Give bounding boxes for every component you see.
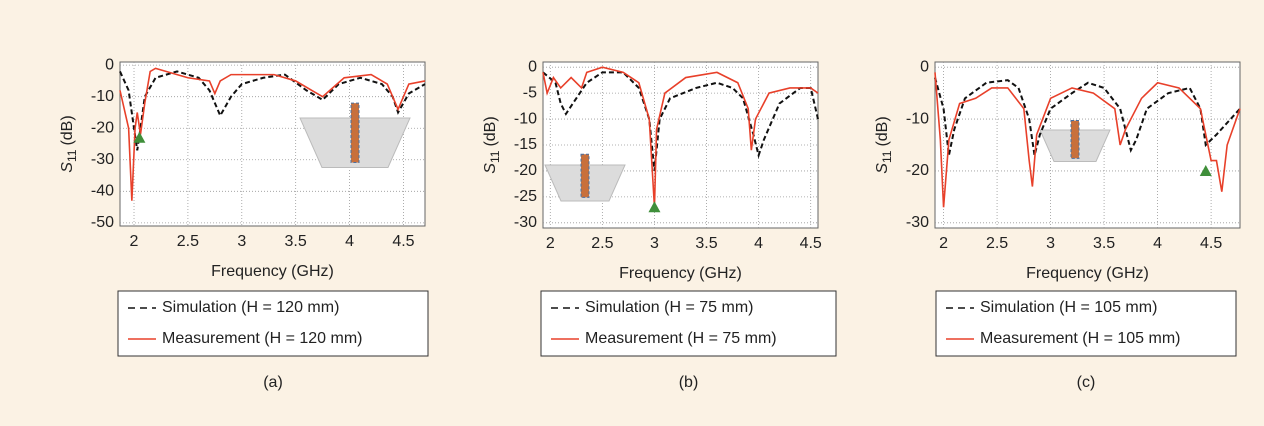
inset-antenna	[351, 103, 359, 162]
y-label-symbol: S	[874, 163, 891, 174]
y-tick-label: -15	[514, 136, 537, 153]
y-tick-label: -20	[91, 119, 114, 136]
y-tick-label: -25	[514, 188, 537, 205]
y-tick-label: -20	[514, 162, 537, 179]
y-tick-label: 0	[920, 58, 929, 75]
y-tick-label: -50	[91, 214, 114, 231]
y-label-symbol: S	[482, 163, 499, 174]
inset-antenna	[1071, 121, 1079, 159]
y-label-unit: (dB)	[59, 115, 76, 145]
legend-label: Measurement (H = 120 mm)	[162, 330, 363, 347]
x-axis-label: Frequency (GHz)	[1026, 265, 1149, 282]
x-tick-label: 4	[345, 233, 354, 250]
y-tick-label: -10	[514, 110, 537, 127]
y-tick-label: -10	[906, 110, 929, 127]
x-axis-label: Frequency (GHz)	[619, 265, 742, 282]
x-tick-label: 2	[939, 235, 948, 252]
y-label-subscript: 11	[880, 150, 894, 163]
y-label-unit: (dB)	[874, 116, 891, 146]
y-tick-label: -30	[91, 151, 114, 168]
y-tick-label: 0	[528, 58, 537, 75]
y-axis-label: S11 (dB)	[874, 116, 894, 173]
x-tick-label: 3.5	[1093, 235, 1115, 252]
y-tick-label: -20	[906, 162, 929, 179]
caption: (b)	[679, 374, 699, 391]
y-axis-label: S11 (dB)	[59, 115, 79, 172]
x-tick-label: 4.5	[1200, 235, 1222, 252]
x-tick-label: 3.5	[695, 235, 717, 252]
x-tick-label: 4	[754, 235, 763, 252]
x-tick-label: 3	[650, 235, 659, 252]
y-label-subscript: 11	[65, 149, 79, 162]
legend-label: Simulation (H = 105 mm)	[980, 299, 1157, 316]
y-tick-label: -10	[91, 88, 114, 105]
x-tick-label: 4.5	[800, 235, 822, 252]
y-label-symbol: S	[59, 162, 76, 173]
y-label-unit: (dB)	[482, 116, 499, 146]
legend-label: Simulation (H = 120 mm)	[162, 299, 339, 316]
x-tick-label: 2.5	[177, 233, 199, 250]
inset-antenna	[581, 154, 589, 197]
y-label-subscript: 11	[488, 150, 502, 163]
legend-label: Simulation (H = 75 mm)	[585, 299, 754, 316]
x-tick-label: 2.5	[986, 235, 1008, 252]
y-tick-label: -5	[523, 84, 537, 101]
y-axis-label: S11 (dB)	[482, 116, 502, 173]
legend-label: Measurement (H = 75 mm)	[585, 330, 777, 347]
x-tick-label: 2	[546, 235, 555, 252]
y-tick-label: -30	[514, 214, 537, 231]
x-tick-label: 4	[1153, 235, 1162, 252]
x-tick-label: 3	[237, 233, 246, 250]
figure: 22.533.544.50-10-20-30-40-50Frequency (G…	[0, 0, 1264, 426]
x-axis-label: Frequency (GHz)	[211, 263, 334, 280]
y-tick-label: -40	[91, 183, 114, 200]
x-tick-label: 3	[1046, 235, 1055, 252]
y-tick-label: -30	[906, 214, 929, 231]
x-tick-label: 3.5	[285, 233, 307, 250]
caption: (a)	[263, 374, 283, 391]
legend-label: Measurement (H = 105 mm)	[980, 330, 1181, 347]
x-tick-label: 4.5	[392, 233, 414, 250]
y-tick-label: 0	[105, 56, 114, 73]
x-tick-label: 2	[130, 233, 139, 250]
x-tick-label: 2.5	[591, 235, 613, 252]
caption: (c)	[1077, 374, 1096, 391]
